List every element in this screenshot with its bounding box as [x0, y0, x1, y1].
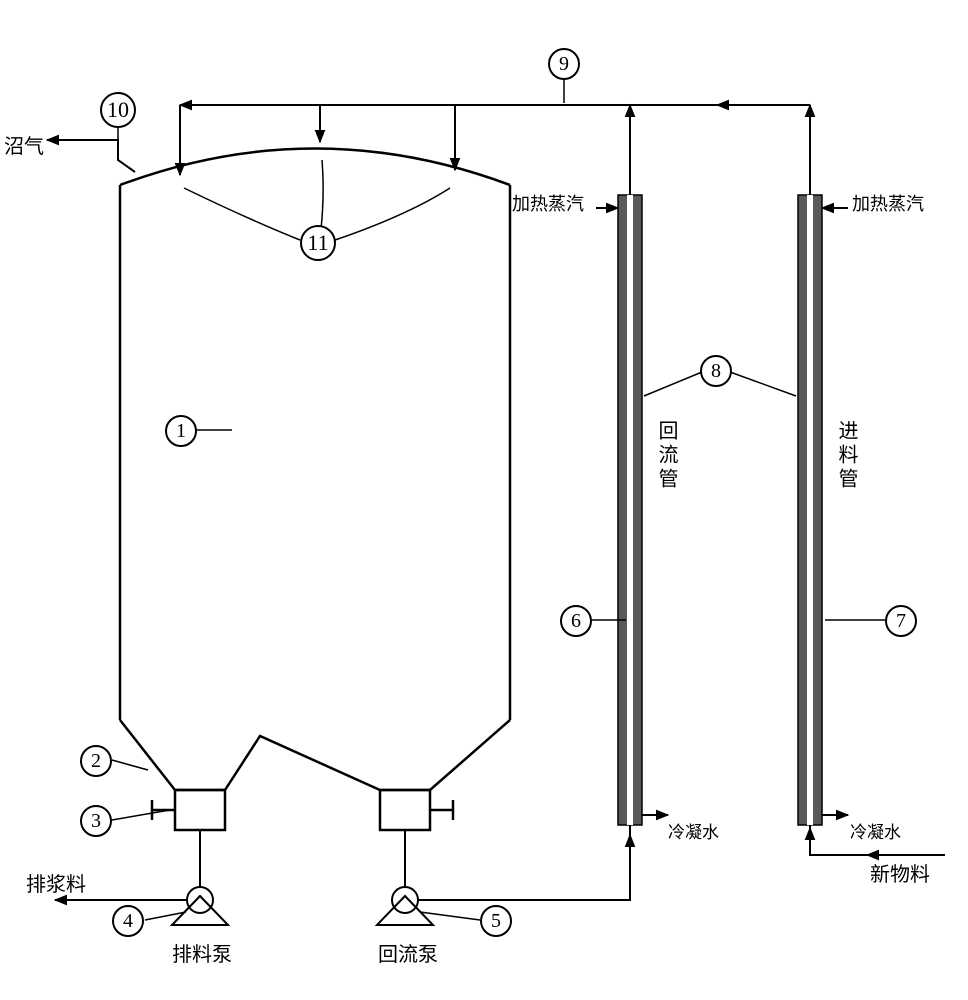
process-diagram: [0, 0, 968, 1000]
callout-8: 8: [700, 355, 732, 387]
callout-9: 9: [548, 48, 580, 80]
callout-6: 6: [560, 605, 592, 637]
callout-10: 10: [100, 92, 136, 128]
reflux-pipe: [596, 195, 668, 825]
label-new-material: 新物料: [870, 858, 930, 887]
label-reflux-pump: 回流泵: [378, 938, 438, 967]
label-reflux-pipe: 回流管: [652, 420, 681, 492]
callout-11: 11: [300, 225, 336, 261]
biogas-outlet: [47, 140, 135, 172]
callout-1: 1: [165, 415, 197, 447]
label-discharge-slurry: 排浆料: [26, 868, 86, 897]
label-discharge-pump: 排料泵: [172, 938, 232, 967]
callout-4: 4: [112, 905, 144, 937]
callout-5: 5: [480, 905, 512, 937]
leaders: [112, 80, 885, 920]
callout-7: 7: [885, 605, 917, 637]
callout-2: 2: [80, 745, 112, 777]
label-steam-2: 加热蒸汽: [852, 190, 924, 216]
label-steam-1: 加热蒸汽: [512, 190, 584, 216]
label-biogas: 沼气: [4, 130, 44, 159]
label-feed-pipe: 进料管: [832, 420, 861, 492]
label-condensate-2: 冷凝水: [850, 818, 901, 843]
callout-3: 3: [80, 805, 112, 837]
label-condensate-1: 冷凝水: [668, 818, 719, 843]
feed-pipe: [798, 195, 848, 825]
